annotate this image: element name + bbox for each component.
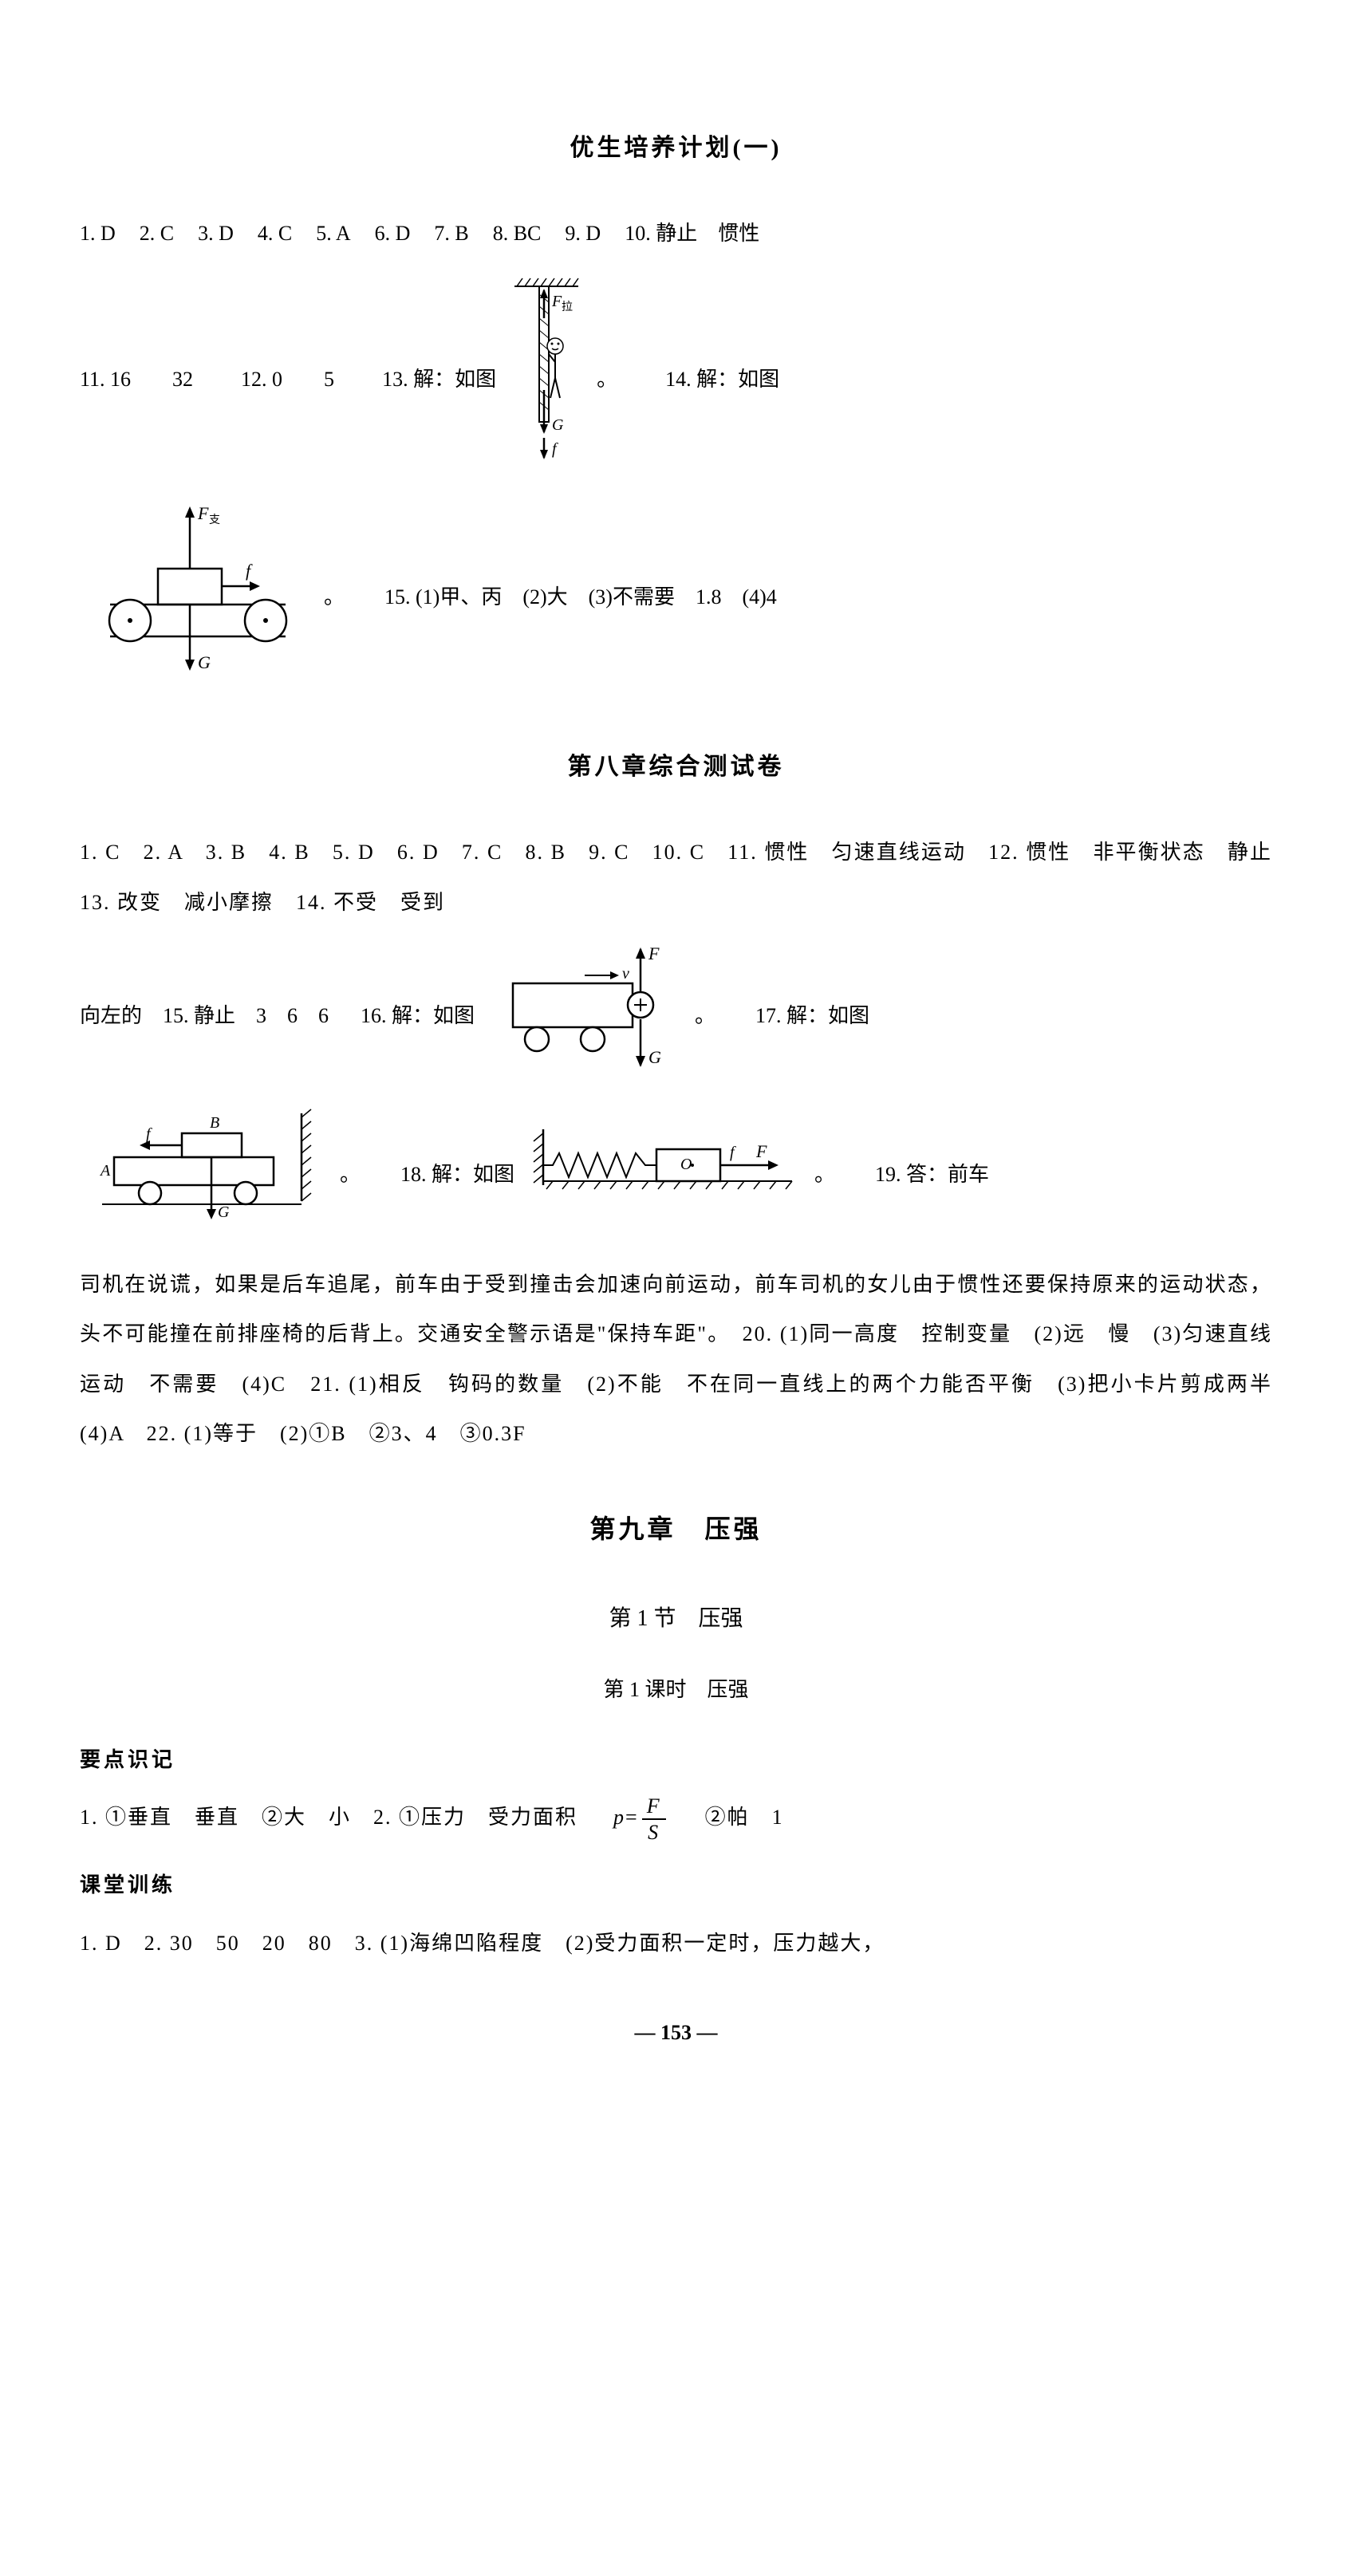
- period-4: 。: [340, 1150, 361, 1199]
- s2-row2-prefix: 向左的 15. 静止 3 6 6: [80, 991, 329, 1041]
- s3-text1: 1. ①垂直 垂直 ②大 小 2. ①压力 受力面积 p=FS ②帕 1: [80, 1793, 1272, 1845]
- svg-text:支: 支: [209, 514, 220, 526]
- period-2: 。: [324, 573, 345, 622]
- ans-2: 2. C: [140, 209, 174, 258]
- ans-12: 12. 0 5: [241, 355, 334, 404]
- svg-text:O: O: [680, 1156, 692, 1173]
- svg-text:f: f: [246, 561, 253, 581]
- ans-5: 5. A: [316, 209, 350, 258]
- chapter9-title: 第九章 压强: [80, 1499, 1272, 1560]
- s1-row1: 1. D 2. C 3. D 4. C 5. A 6. D 7. B 8. BC…: [80, 209, 1272, 258]
- lesson9-1-1-title: 第 1 课时 压强: [80, 1665, 1272, 1715]
- svg-text:F: F: [197, 503, 209, 523]
- ans-17-label: 17. 解：如图: [755, 991, 869, 1041]
- svg-text:v: v: [622, 965, 629, 983]
- svg-text:f: f: [552, 440, 558, 458]
- period-5: 。: [814, 1150, 835, 1199]
- ans-7: 7. B: [434, 209, 468, 258]
- svg-text:B: B: [210, 1114, 219, 1132]
- svg-text:拉: 拉: [562, 301, 573, 313]
- ans-15: 15. (1)甲、丙 (2)大 (3)不需要 1.8 (4)4: [384, 573, 777, 622]
- svg-text:F: F: [648, 943, 660, 963]
- formula-denominator: S: [642, 1820, 666, 1845]
- ans-16-label: 16. 解：如图: [361, 991, 475, 1041]
- s1-row2: 11. 16 32 12. 0 5 13. 解：如图: [80, 274, 1272, 484]
- ans-10: 10. 静止 惯性: [625, 209, 759, 258]
- svg-text:F: F: [755, 1141, 767, 1161]
- ans-18-label: 18. 解：如图: [400, 1150, 514, 1199]
- ans-13-label: 13. 解：如图: [382, 355, 496, 404]
- formula-fraction: FS: [642, 1794, 666, 1845]
- diagram-16-cart: F v G: [489, 939, 680, 1093]
- s2-row2: 向左的 15. 静止 3 6 6 16. 解：如图 F v G 。: [80, 939, 1272, 1093]
- heading-ketang: 课堂训练: [80, 1861, 1272, 1910]
- ans-11: 11. 16 32: [80, 355, 193, 404]
- svg-text:A: A: [99, 1162, 111, 1180]
- ans-19-label: 19. 答：前车: [875, 1150, 989, 1199]
- s3-text2: 1. D 2. 30 50 20 80 3. (1)海绵凹陷程度 (2)受力面积…: [80, 1919, 1272, 1968]
- ans-6: 6. D: [375, 209, 411, 258]
- formula-eq: =: [625, 1806, 639, 1829]
- diagram-17-truck-wall: A B f G: [86, 1105, 325, 1243]
- section1-title: 优生培养计划(一): [80, 120, 1272, 177]
- period-1: 。: [597, 355, 617, 404]
- period-3: 。: [695, 991, 715, 1041]
- svg-text:f: f: [146, 1125, 152, 1143]
- ans-4: 4. C: [258, 209, 292, 258]
- diagram-13-pole: F 拉 G f: [510, 274, 582, 484]
- s3-text1-prefix: 1. ①垂直 垂直 ②大 小 2. ①压力 受力面积: [80, 1806, 577, 1829]
- svg-text:G: G: [218, 1203, 230, 1221]
- svg-text:G: G: [648, 1047, 661, 1067]
- ans-8: 8. BC: [493, 209, 542, 258]
- section9-1-title: 第 1 节 压强: [80, 1592, 1272, 1645]
- diagram-14-conveyor: F 支 f G: [86, 497, 309, 699]
- diagram-18-spring: O f F: [529, 1121, 800, 1227]
- s1-row3: F 支 f G 。 15. (1)甲、丙 (2)大 (3)不需要 1.8 (4)…: [80, 497, 1272, 699]
- ans-1: 1. D: [80, 209, 116, 258]
- svg-text:f: f: [730, 1144, 736, 1161]
- s3-text1-suffix: ②帕 1: [705, 1806, 784, 1829]
- s2-row3: A B f G 。 18. 解：如图: [80, 1105, 1272, 1243]
- heading-yaodian: 要点识记: [80, 1735, 1272, 1785]
- svg-text:G: G: [198, 652, 211, 672]
- ans-14-label: 14. 解：如图: [665, 355, 779, 404]
- s2-text2: 司机在说谎，如果是后车追尾，前车由于受到撞击会加速向前运动，前车司机的女儿由于惯…: [80, 1260, 1272, 1459]
- section2-title: 第八章综合测试卷: [80, 739, 1272, 796]
- s2-text1: 1. C 2. A 3. B 4. B 5. D 6. D 7. C 8. B …: [80, 828, 1272, 928]
- svg-text:F: F: [551, 293, 562, 310]
- formula-p: p: [613, 1806, 625, 1829]
- page-number: — 153 —: [80, 2008, 1272, 2058]
- ans-3: 3. D: [198, 209, 234, 258]
- svg-text:G: G: [552, 416, 564, 434]
- formula-numerator: F: [642, 1794, 666, 1820]
- ans-9: 9. D: [565, 209, 601, 258]
